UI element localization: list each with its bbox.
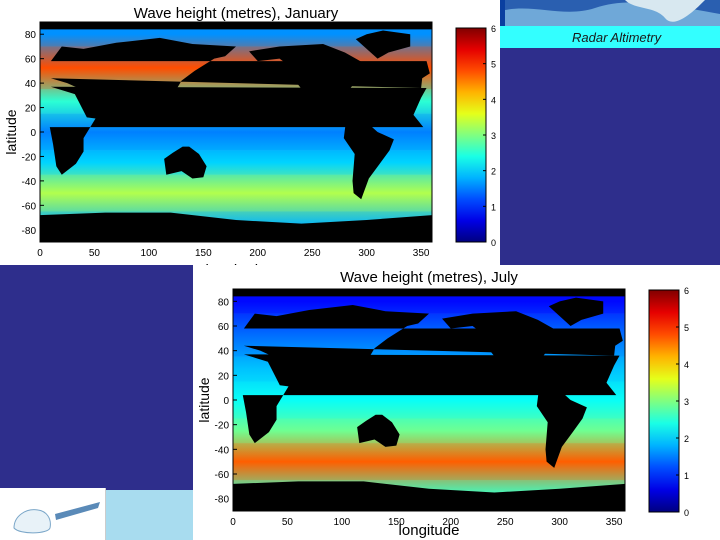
y-axis-label: latitude bbox=[3, 109, 19, 154]
x-tick-label: 0 bbox=[230, 517, 236, 528]
satellite-photo-icon bbox=[505, 0, 720, 28]
y-tick-label: 40 bbox=[25, 79, 37, 90]
x-axis-label: longitude bbox=[399, 522, 460, 539]
x-tick-label: 150 bbox=[195, 248, 212, 259]
x-tick-label: 300 bbox=[551, 517, 568, 528]
y-tick-label: -60 bbox=[22, 201, 37, 212]
chart-july: Wave height (metres), July 0 50 100 150 200 25… bbox=[193, 265, 720, 540]
colorbar-tick-label: 2 bbox=[491, 167, 496, 177]
y-tick-label: 0 bbox=[30, 128, 36, 139]
y-tick-label: 80 bbox=[25, 30, 37, 41]
y-tick-label: 0 bbox=[223, 396, 229, 407]
land-mass bbox=[442, 311, 560, 391]
x-tick-label: 150 bbox=[388, 517, 405, 528]
land-mass bbox=[343, 121, 394, 200]
colorbar-tick-label: 0 bbox=[491, 238, 496, 248]
y-tick-label: -40 bbox=[215, 445, 230, 456]
banner bbox=[490, 26, 720, 48]
land-mass bbox=[40, 212, 432, 242]
x-tick-label: 200 bbox=[249, 248, 266, 259]
x-tick-label: 0 bbox=[37, 248, 43, 259]
land-mass bbox=[355, 30, 411, 59]
land-mass bbox=[233, 289, 625, 297]
y-tick-label: -40 bbox=[22, 177, 37, 188]
colorbar-tick-label: 6 bbox=[684, 286, 689, 296]
x-tick-label: 300 bbox=[358, 248, 375, 259]
colorbar-tick-label: 4 bbox=[491, 95, 496, 105]
land-mass bbox=[233, 481, 625, 511]
land-mass bbox=[243, 305, 623, 391]
x-tick-label: 250 bbox=[497, 517, 514, 528]
colorbar-tick-label: 3 bbox=[684, 397, 689, 407]
y-tick-label: -80 bbox=[22, 226, 37, 237]
y-tick-label: 60 bbox=[218, 322, 230, 333]
colorbar-tick-label: 5 bbox=[684, 323, 689, 333]
colorbar-tick-label: 0 bbox=[684, 508, 689, 518]
colorbar-tick-label: 2 bbox=[684, 434, 689, 444]
colorbar-tick-label: 6 bbox=[491, 24, 496, 34]
colorbar-tick-label: 5 bbox=[491, 60, 496, 70]
colorbar bbox=[455, 27, 487, 243]
x-tick-label: 350 bbox=[413, 248, 430, 259]
colorbar-tick-label: 3 bbox=[491, 131, 496, 141]
y-tick-label: -20 bbox=[22, 152, 37, 163]
x-tick-label: 200 bbox=[442, 517, 459, 528]
colorbar-tick-label: 1 bbox=[684, 471, 689, 481]
land-mass bbox=[249, 44, 367, 123]
polar-bear-icon bbox=[13, 502, 100, 534]
y-tick-label: 40 bbox=[218, 347, 230, 358]
banner-title: Radar Altimetry bbox=[572, 30, 662, 45]
land-mass bbox=[548, 297, 604, 326]
y-tick-label: 20 bbox=[25, 104, 37, 115]
x-tick-label: 100 bbox=[334, 517, 351, 528]
x-tick-label: 350 bbox=[606, 517, 623, 528]
y-tick-label: -20 bbox=[215, 421, 230, 432]
colorbar-tick-label: 1 bbox=[491, 202, 496, 212]
x-tick-label: 250 bbox=[304, 248, 321, 259]
colorbar bbox=[648, 289, 680, 513]
chart-title: Wave height (metres), January bbox=[134, 5, 339, 22]
nersc-logo bbox=[0, 488, 106, 540]
chart-january: Wave height (metres), January 0 50 100 150 20… bbox=[0, 0, 500, 279]
land-mass bbox=[164, 146, 207, 179]
y-tick-label: 20 bbox=[218, 371, 230, 382]
chart-title: Wave height (metres), July bbox=[340, 269, 518, 286]
land-mass bbox=[536, 388, 587, 468]
y-tick-label: 60 bbox=[25, 55, 37, 66]
y-tick-label: -80 bbox=[215, 495, 230, 506]
y-axis-label: latitude bbox=[196, 377, 212, 422]
x-tick-label: 50 bbox=[282, 517, 294, 528]
y-tick-label: -60 bbox=[215, 470, 230, 481]
land-mass bbox=[50, 37, 430, 123]
land-mass bbox=[357, 414, 400, 447]
land-mass bbox=[40, 22, 432, 30]
x-tick-label: 50 bbox=[89, 248, 101, 259]
x-tick-label: 100 bbox=[141, 248, 158, 259]
colorbar-tick-label: 4 bbox=[684, 360, 689, 370]
y-tick-label: 80 bbox=[218, 297, 230, 308]
